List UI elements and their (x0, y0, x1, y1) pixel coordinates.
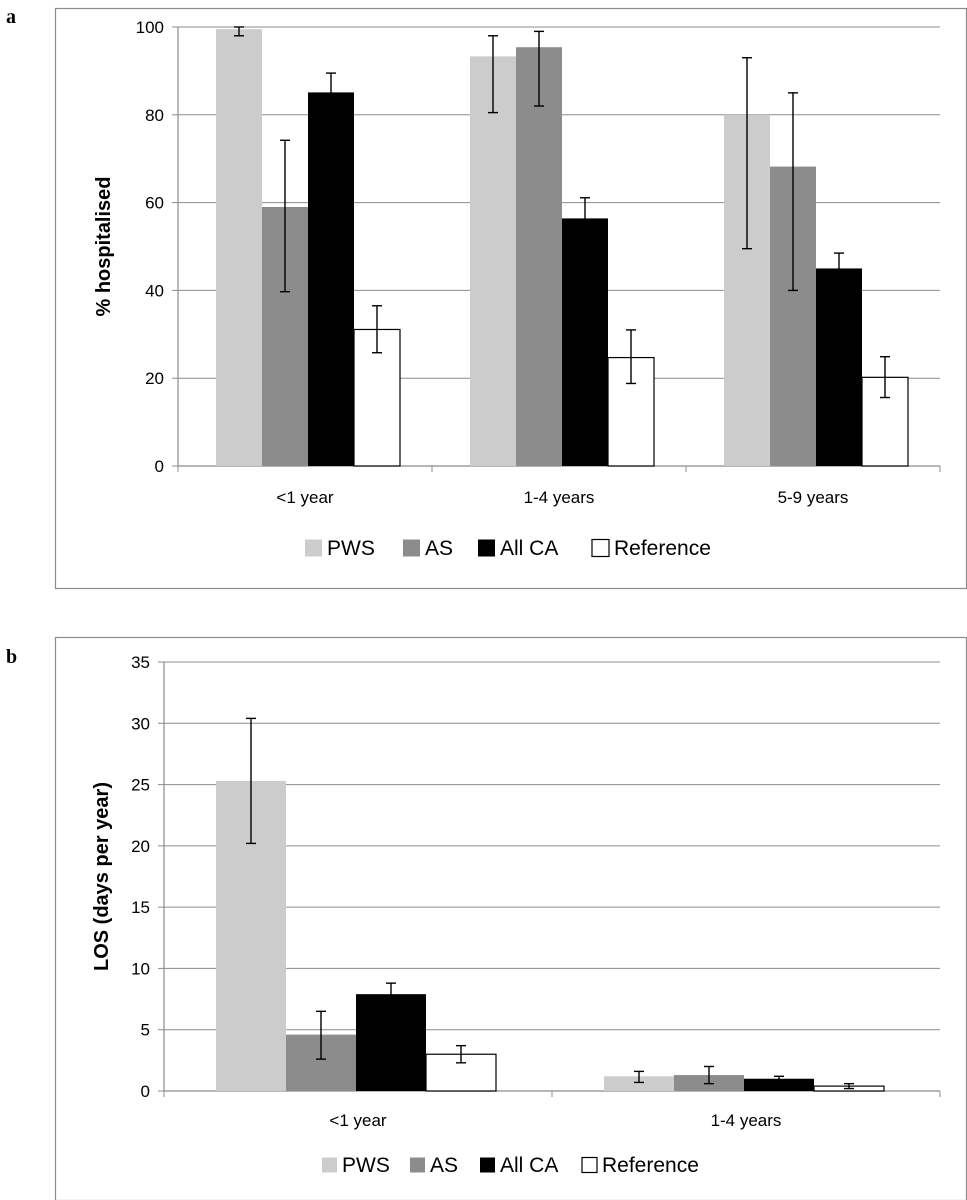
chart-b-y-tick-label: 30 (131, 714, 150, 733)
chart-b-legend-label-as: AS (430, 1154, 458, 1177)
chart-b-error-bar-as-1-4-years (704, 1065, 714, 1085)
chart-a-y-tick-label: 20 (145, 369, 164, 388)
chart-b-category-label-1-year: <1 year (329, 1111, 387, 1130)
chart-a-bar-as-1-4-years (516, 47, 562, 466)
chart-a-error-bar-all-ca-5-9-years (834, 252, 844, 285)
chart-b-error-bar-reference-1-year (456, 1044, 466, 1064)
chart-b-category-label-1-4-years: 1-4 years (711, 1111, 782, 1130)
chart-a-y-tick-label: 100 (136, 18, 164, 37)
chart-a-category-label-1-4-years: 1-4 years (524, 488, 595, 507)
chart-b-error-bar-all-ca-1-4-years (774, 1075, 784, 1082)
chart-b-y-tick-label: 35 (131, 653, 150, 672)
chart-b-y-tick-label: 25 (131, 776, 150, 795)
chart-b-legend-label-pws: PWS (342, 1154, 390, 1177)
chart-a-legend-swatch-reference (591, 538, 610, 558)
chart-a-category-label-1-year: <1 year (276, 488, 334, 507)
chart-a-legend-label-as: AS (425, 537, 453, 560)
chart-b-bar-all-ca-1-year (356, 994, 426, 1091)
chart-b-legend-swatch-pws (322, 1157, 337, 1173)
chart-a-error-bar-as-1-year (280, 139, 290, 293)
chart-b-bar-pws-1-4-years (604, 1076, 674, 1091)
chart-b-legend-swatch-reference (581, 1156, 598, 1174)
chart-a-legend-swatch-pws (305, 539, 322, 557)
chart-b-legend-label-all-ca: All CA (500, 1154, 558, 1177)
chart-a-error-bar-all-ca-1-4-years (580, 197, 590, 240)
chart-b: 0 5 10 15 20 25 30 35 LOS (days per year) <1 year… (54, 636, 967, 1200)
chart-a-error-bar-reference-1-year (372, 305, 382, 354)
chart-a-bar-all-ca-1-4-years (562, 218, 608, 466)
chart-a: 0 20 40 60 80 100 % hospitalised <1 year 1-4 yea… (54, 7, 967, 590)
chart-a-error-bar-pws-5-9-years (742, 57, 752, 250)
panel-b-label: b (6, 646, 18, 668)
chart-a-bar-pws-1-year (216, 29, 262, 466)
chart-b-y-axis-title: LOS (days per year) (91, 782, 113, 971)
chart-a-y-tick-label: 40 (145, 281, 164, 300)
chart-a-bar-all-ca-5-9-years (816, 268, 862, 466)
chart-a-legend-swatch-all-ca (478, 539, 495, 557)
chart-a-y-tick-label: 0 (155, 457, 164, 476)
chart-a-legend-swatch-as (403, 539, 420, 557)
chart-a-y-tick-label: 60 (145, 194, 164, 213)
chart-a-legend-label-pws: PWS (327, 537, 375, 560)
chart-a-bar-pws-1-4-years (470, 56, 516, 467)
chart-b-error-bar-pws-1-4-years (634, 1070, 644, 1084)
chart-a-error-bar-reference-1-4-years (626, 329, 636, 385)
chart-b-y-tick-label: 5 (141, 1021, 150, 1040)
chart-b-y-tick-label: 15 (131, 898, 150, 917)
chart-b-y-tick-label: 20 (131, 837, 150, 856)
chart-b-error-bar-all-ca-1-year (386, 982, 396, 1008)
chart-a-y-tick-label: 80 (145, 106, 164, 125)
chart-a-error-bar-pws-1-year (234, 26, 244, 37)
chart-b-bar-all-ca-1-4-years (744, 1078, 814, 1091)
chart-a-error-bar-reference-5-9-years (880, 355, 890, 399)
chart-b-legend-swatch-as (410, 1157, 425, 1173)
chart-b-y-tick-label: 10 (131, 959, 150, 978)
chart-a-y-axis-title: % hospitalised (93, 176, 115, 316)
chart-a-error-bar-as-5-9-years (788, 92, 798, 292)
chart-b-frame (54, 636, 967, 1200)
chart-b-legend-swatch-all-ca (480, 1157, 495, 1173)
panel-a-label: a (6, 6, 16, 28)
chart-a-error-bar-as-1-4-years (534, 30, 544, 107)
chart-a-error-bar-all-ca-1-year (326, 72, 336, 113)
chart-a-error-bar-pws-1-4-years (488, 35, 498, 114)
chart-b-error-bar-pws-1-year (246, 717, 256, 845)
chart-b-error-bar-as-1-year (316, 1010, 326, 1060)
chart-b-y-tick-label: 0 (141, 1082, 150, 1101)
chart-b-error-bar-reference-1-4-years (844, 1082, 854, 1090)
chart-a-bar-all-ca-1-year (308, 92, 354, 466)
chart-a-legend-label-all-ca: All CA (500, 537, 558, 560)
chart-b-legend-label-reference: Reference (602, 1154, 699, 1177)
chart-a-legend-label-reference: Reference (614, 537, 711, 560)
chart-a-category-label-5-9-years: 5-9 years (778, 488, 849, 507)
